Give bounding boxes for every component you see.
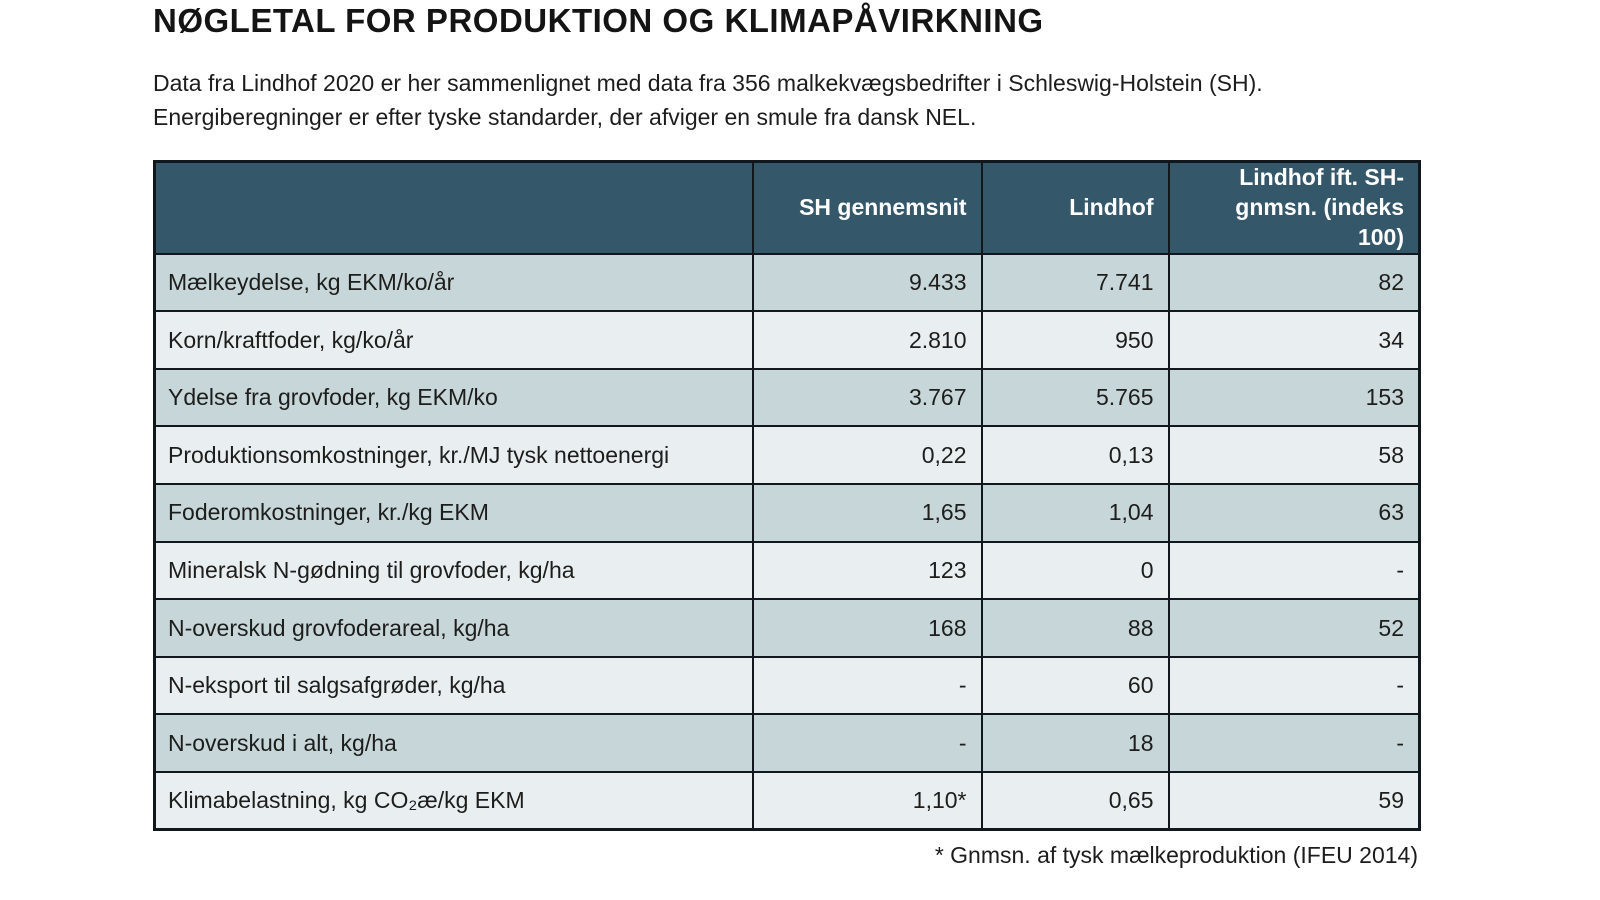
value-lindhof: 0,13 — [980, 425, 1170, 486]
value-lindhof: 88 — [980, 598, 1170, 658]
row-label: Korn/kraftfoder, kg/ko/år — [153, 310, 754, 370]
header-row: SH gennemsnit Lindhof Lindhof ift. SH-gn… — [153, 160, 1421, 255]
value-lindhof: 0 — [980, 540, 1170, 601]
value-index: 82 — [1167, 252, 1421, 313]
value-index: 153 — [1167, 367, 1421, 428]
table-row: Mineralsk N-gødning til grovfoder, kg/ha… — [153, 540, 1421, 601]
value-index: 58 — [1167, 425, 1421, 486]
value-sh: 1,65 — [751, 483, 983, 543]
row-label: Mineralsk N-gødning til grovfoder, kg/ha — [153, 540, 754, 601]
value-index: - — [1167, 655, 1421, 716]
intro-text: Data fra Lindhof 2020 er her sammenligne… — [153, 66, 1263, 134]
header-sh-gennemsnit: SH gennemsnit — [751, 160, 983, 255]
value-sh: 168 — [751, 598, 983, 658]
table-row: Ydelse fra grovfoder, kg EKM/ko 3.767 5.… — [153, 367, 1421, 428]
table-row: Produktionsomkostninger, kr./MJ tysk net… — [153, 425, 1421, 486]
row-label: Produktionsomkostninger, kr./MJ tysk net… — [153, 425, 754, 486]
value-sh: 0,22 — [751, 425, 983, 486]
header-empty-cell — [153, 160, 754, 255]
value-lindhof: 60 — [980, 655, 1170, 716]
row-label: Klimabelastning, kg CO₂æ/kg EKM — [153, 771, 754, 831]
table-row: Mælkeydelse, kg EKM/ko/år 9.433 7.741 82 — [153, 252, 1421, 313]
row-label: N-eksport til salgsafgrøder, kg/ha — [153, 655, 754, 716]
table-row: Korn/kraftfoder, kg/ko/år 2.810 950 34 — [153, 310, 1421, 370]
row-label: N-overskud i alt, kg/ha — [153, 713, 754, 774]
value-lindhof: 18 — [980, 713, 1170, 774]
value-sh: 9.433 — [751, 252, 983, 313]
value-sh: - — [751, 713, 983, 774]
value-lindhof: 7.741 — [980, 252, 1170, 313]
value-lindhof: 5.765 — [980, 367, 1170, 428]
intro-line-2: Energiberegninger er efter tyske standar… — [153, 104, 977, 130]
row-label: N-overskud grovfoderareal, kg/ha — [153, 598, 754, 658]
table-row: N-eksport til salgsafgrøder, kg/ha - 60 … — [153, 655, 1421, 716]
value-lindhof: 0,65 — [980, 771, 1170, 831]
table-row: Klimabelastning, kg CO₂æ/kg EKM 1,10* 0,… — [153, 771, 1421, 831]
value-index: 52 — [1167, 598, 1421, 658]
value-index: - — [1167, 713, 1421, 774]
page-title: NØGLETAL FOR PRODUKTION OG KLIMAPÅVIRKNI… — [153, 2, 1044, 39]
intro-line-1: Data fra Lindhof 2020 er her sammenligne… — [153, 70, 1263, 96]
value-sh: 1,10* — [751, 771, 983, 831]
row-label: Ydelse fra grovfoder, kg EKM/ko — [153, 367, 754, 428]
value-sh: - — [751, 655, 983, 716]
value-lindhof: 1,04 — [980, 483, 1170, 543]
row-label: Foderomkostninger, kr./kg EKM — [153, 483, 754, 543]
key-figures-table: SH gennemsnit Lindhof Lindhof ift. SH-gn… — [153, 160, 1421, 832]
value-index: 34 — [1167, 310, 1421, 370]
footnote: * Gnmsn. af tysk mælkeproduktion (IFEU 2… — [934, 842, 1418, 868]
header-index: Lindhof ift. SH-gnmsn. (indeks 100) — [1167, 160, 1421, 255]
value-lindhof: 950 — [980, 310, 1170, 370]
value-sh: 2.810 — [751, 310, 983, 370]
value-sh: 3.767 — [751, 367, 983, 428]
header-lindhof: Lindhof — [980, 160, 1170, 255]
table-row: Foderomkostninger, kr./kg EKM 1,65 1,04 … — [153, 483, 1421, 543]
table-row: N-overskud grovfoderareal, kg/ha 168 88 … — [153, 598, 1421, 658]
table-row: N-overskud i alt, kg/ha - 18 - — [153, 713, 1421, 774]
value-index: 63 — [1167, 483, 1421, 543]
value-index: 59 — [1167, 771, 1421, 831]
row-label: Mælkeydelse, kg EKM/ko/år — [153, 252, 754, 313]
value-sh: 123 — [751, 540, 983, 601]
value-index: - — [1167, 540, 1421, 601]
